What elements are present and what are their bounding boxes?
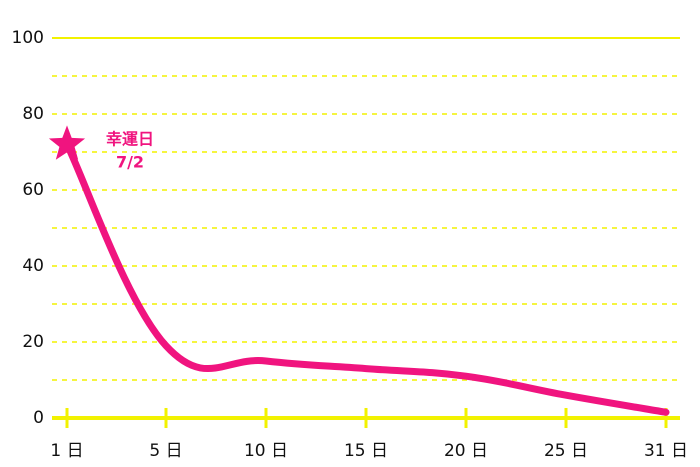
annotation-title: 幸運日 [106,130,154,149]
x-tick-label: 5 日 [149,441,182,461]
x-tick-label: 10 日 [244,441,288,461]
y-tick-label: 20 [22,332,44,352]
y-tick-label: 0 [33,408,44,428]
x-tick-label: 15 日 [344,441,388,461]
star-marker [48,125,86,160]
x-tick-label: 31 日 [644,441,688,461]
x-tick-label: 1 日 [50,441,83,461]
y-tick-label: 80 [22,104,44,124]
x-tick-label: 25 日 [544,441,588,461]
y-tick-label: 100 [12,28,44,48]
x-tick-label: 20 日 [444,441,488,461]
y-tick-label: 40 [22,256,44,276]
y-tick-label: 60 [22,180,44,200]
annotation-date: 7/2 [116,153,144,172]
line [63,140,670,416]
